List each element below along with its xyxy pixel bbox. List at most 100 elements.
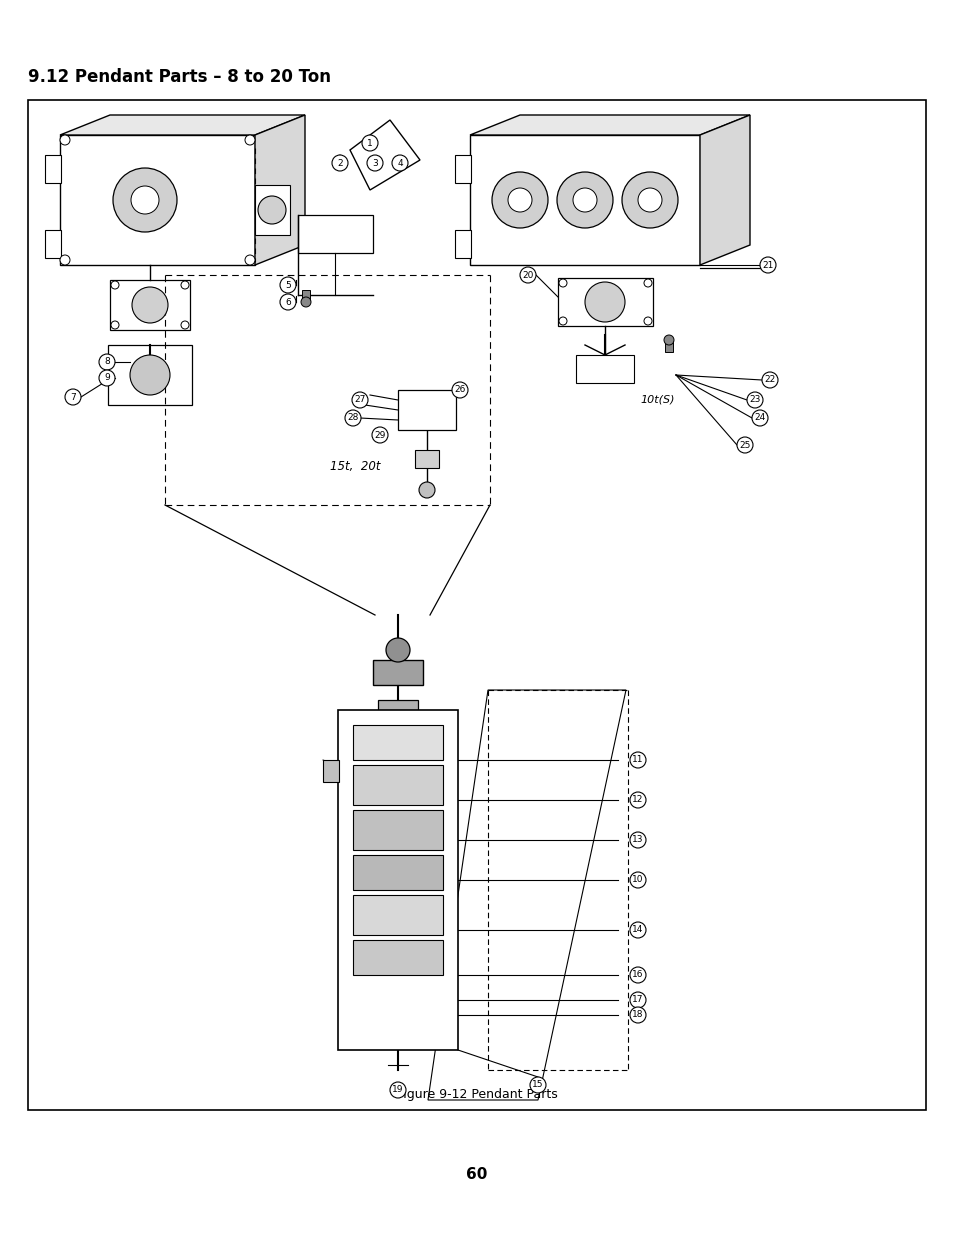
Bar [397, 390, 456, 430]
Bar [45, 156, 61, 183]
Text: 8t, 10t(L): 8t, 10t(L) [102, 120, 157, 133]
Circle shape [418, 482, 435, 498]
Circle shape [629, 923, 645, 939]
Circle shape [257, 196, 286, 224]
Circle shape [99, 370, 115, 387]
Circle shape [629, 792, 645, 808]
Bar [110, 280, 190, 330]
Bar [60, 135, 254, 266]
Circle shape [112, 168, 177, 232]
Bar [28, 100, 925, 1110]
Circle shape [760, 257, 775, 273]
Bar [337, 710, 457, 1050]
Circle shape [751, 410, 767, 426]
Text: 5: 5 [285, 280, 291, 289]
Text: 27: 27 [354, 395, 365, 405]
Text: 13: 13 [632, 836, 643, 845]
Circle shape [643, 279, 651, 287]
Circle shape [558, 317, 566, 325]
Bar [353, 895, 442, 935]
Bar [415, 450, 438, 468]
Circle shape [621, 172, 678, 228]
Text: 24: 24 [754, 414, 765, 422]
Circle shape [573, 188, 597, 212]
Text: Figure 9-12 Pendant Parts: Figure 9-12 Pendant Parts [396, 1088, 557, 1102]
Bar [297, 215, 373, 253]
Circle shape [352, 391, 368, 408]
Circle shape [629, 832, 645, 848]
Text: 14: 14 [632, 925, 643, 935]
Bar [323, 760, 338, 782]
Text: 10t(S),  15t,  20t: 10t(S), 15t, 20t [551, 120, 648, 133]
Circle shape [60, 135, 70, 144]
Bar [45, 230, 61, 258]
Bar [353, 940, 442, 974]
Text: 12: 12 [632, 795, 643, 804]
Circle shape [638, 188, 661, 212]
Circle shape [280, 294, 295, 310]
Polygon shape [254, 115, 305, 266]
Circle shape [111, 321, 119, 329]
Circle shape [386, 638, 410, 662]
Text: 15t,  20t: 15t, 20t [330, 459, 380, 473]
Circle shape [132, 287, 168, 324]
Text: 1: 1 [367, 138, 373, 147]
Text: 10: 10 [632, 876, 643, 884]
Circle shape [60, 254, 70, 266]
Circle shape [392, 156, 408, 170]
Text: 11: 11 [632, 756, 643, 764]
Circle shape [584, 282, 624, 322]
Bar [302, 290, 310, 303]
Bar [455, 156, 471, 183]
Text: 18: 18 [632, 1010, 643, 1020]
Polygon shape [60, 115, 305, 135]
Circle shape [131, 186, 159, 214]
Circle shape [65, 389, 81, 405]
Bar [373, 659, 422, 685]
Text: 16: 16 [632, 971, 643, 979]
Bar [353, 855, 442, 890]
Text: 2: 2 [336, 158, 342, 168]
Bar [353, 810, 442, 850]
Circle shape [558, 279, 566, 287]
Circle shape [111, 282, 119, 289]
Text: 23: 23 [748, 395, 760, 405]
Text: 20: 20 [521, 270, 533, 279]
Circle shape [761, 372, 778, 388]
Circle shape [629, 752, 645, 768]
Circle shape [181, 282, 189, 289]
Text: 19: 19 [392, 1086, 403, 1094]
Bar [108, 345, 192, 405]
Circle shape [629, 992, 645, 1008]
Text: 9: 9 [104, 373, 110, 383]
Circle shape [643, 317, 651, 325]
Text: 8: 8 [104, 357, 110, 367]
Text: 26: 26 [454, 385, 465, 394]
Bar [558, 278, 652, 326]
Circle shape [557, 172, 613, 228]
Polygon shape [700, 115, 749, 266]
Text: 9.12 Pendant Parts – 8 to 20 Ton: 9.12 Pendant Parts – 8 to 20 Ton [28, 68, 331, 86]
Circle shape [507, 188, 532, 212]
Circle shape [361, 135, 377, 151]
Circle shape [181, 321, 189, 329]
Bar [254, 185, 290, 235]
Text: 28: 28 [347, 414, 358, 422]
Text: 4: 4 [396, 158, 402, 168]
Bar [377, 700, 417, 720]
Circle shape [746, 391, 762, 408]
Polygon shape [470, 115, 749, 135]
Bar [664, 340, 672, 352]
Circle shape [372, 427, 388, 443]
Circle shape [519, 267, 536, 283]
Circle shape [280, 277, 295, 293]
Circle shape [452, 382, 468, 398]
Text: 21: 21 [761, 261, 773, 269]
Bar [353, 725, 442, 760]
Circle shape [245, 135, 254, 144]
Text: 6: 6 [285, 298, 291, 306]
Circle shape [345, 410, 360, 426]
Circle shape [130, 354, 170, 395]
Circle shape [629, 872, 645, 888]
Text: 3: 3 [372, 158, 377, 168]
